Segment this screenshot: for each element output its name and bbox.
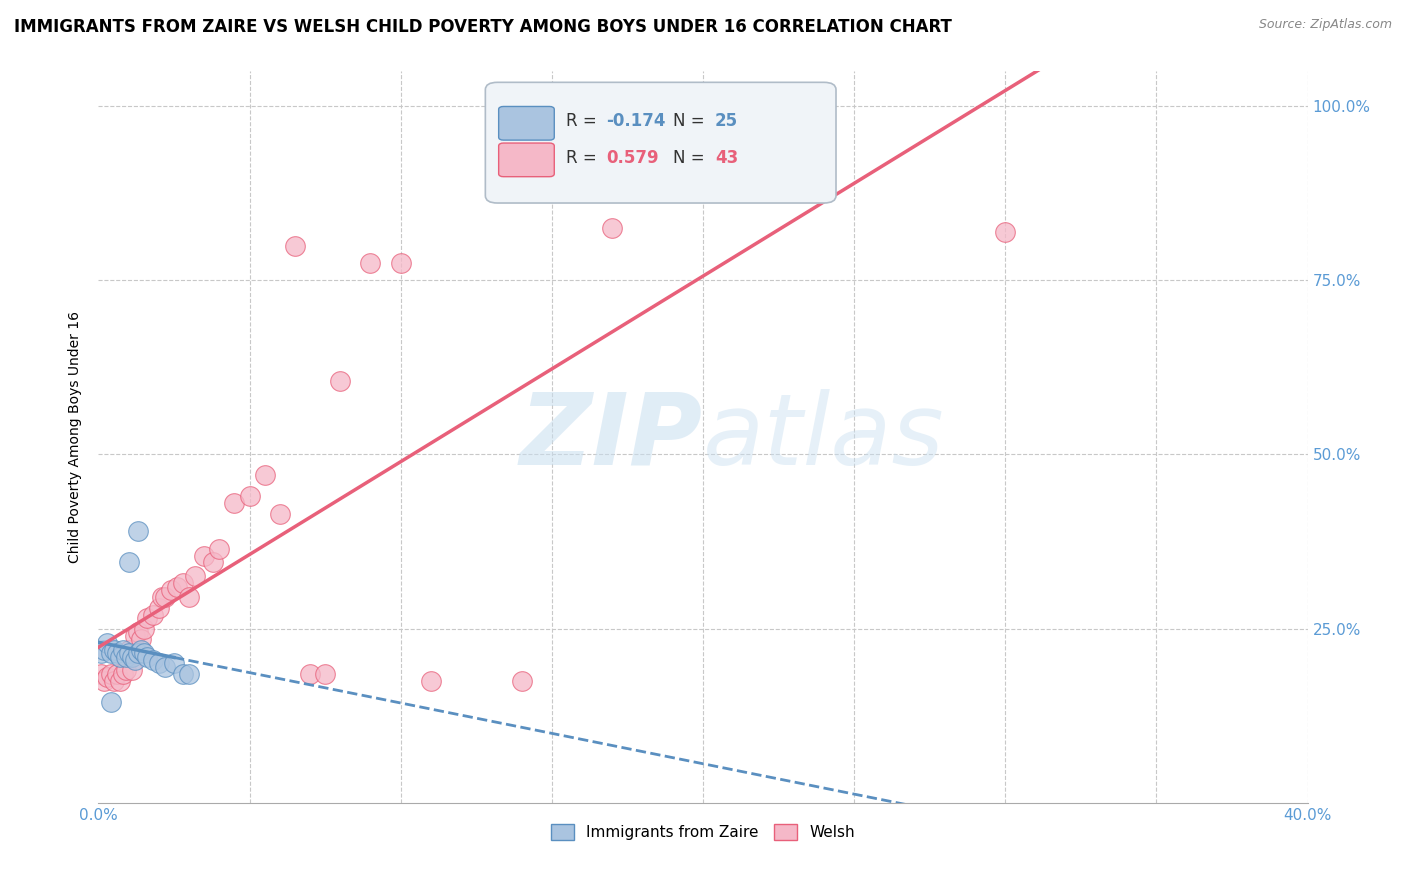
- Point: [153, 591, 176, 605]
- Text: 43: 43: [716, 149, 738, 167]
- Point: [202, 556, 225, 570]
- Point: [148, 600, 170, 615]
- Point: [166, 580, 188, 594]
- Point: [253, 468, 276, 483]
- Point: [179, 591, 201, 605]
- Point: [108, 673, 131, 688]
- Point: [135, 611, 157, 625]
- Point: [179, 667, 201, 681]
- Point: [224, 496, 246, 510]
- Point: [172, 576, 194, 591]
- Point: [129, 642, 152, 657]
- Point: [96, 670, 118, 684]
- Point: [118, 642, 141, 657]
- Point: [163, 657, 186, 671]
- Point: [510, 673, 533, 688]
- Point: [994, 225, 1017, 239]
- Point: [111, 642, 134, 657]
- Text: N =: N =: [673, 149, 710, 167]
- Point: [269, 507, 291, 521]
- Point: [118, 556, 141, 570]
- Point: [100, 695, 122, 709]
- Point: [114, 664, 136, 678]
- Point: [96, 635, 118, 649]
- Point: [150, 591, 173, 605]
- Point: [329, 375, 352, 389]
- Point: [127, 646, 149, 660]
- Point: [111, 667, 134, 681]
- Point: [420, 673, 443, 688]
- Point: [127, 524, 149, 538]
- FancyBboxPatch shape: [499, 143, 554, 177]
- FancyBboxPatch shape: [499, 106, 554, 140]
- Text: R =: R =: [567, 149, 602, 167]
- Legend: Immigrants from Zaire, Welsh: Immigrants from Zaire, Welsh: [546, 818, 860, 847]
- Point: [90, 646, 112, 660]
- Text: IMMIGRANTS FROM ZAIRE VS WELSH CHILD POVERTY AMONG BOYS UNDER 16 CORRELATION CHA: IMMIGRANTS FROM ZAIRE VS WELSH CHILD POV…: [14, 18, 952, 36]
- Point: [114, 649, 136, 664]
- Point: [661, 95, 683, 110]
- Point: [129, 632, 152, 646]
- Point: [360, 256, 382, 270]
- Point: [153, 660, 176, 674]
- Point: [124, 629, 146, 643]
- Text: Source: ZipAtlas.com: Source: ZipAtlas.com: [1258, 18, 1392, 31]
- FancyBboxPatch shape: [485, 82, 837, 203]
- Point: [193, 549, 215, 563]
- Point: [108, 649, 131, 664]
- Point: [90, 667, 112, 681]
- Point: [314, 667, 336, 681]
- Point: [132, 622, 155, 636]
- Text: ZIP: ZIP: [520, 389, 703, 485]
- Point: [121, 664, 143, 678]
- Point: [121, 649, 143, 664]
- Point: [284, 238, 307, 252]
- Text: atlas: atlas: [703, 389, 945, 485]
- Point: [93, 673, 115, 688]
- Point: [142, 653, 165, 667]
- Point: [132, 646, 155, 660]
- Point: [602, 221, 624, 235]
- Text: -0.174: -0.174: [606, 112, 666, 130]
- Point: [184, 569, 207, 583]
- Point: [299, 667, 322, 681]
- Text: N =: N =: [673, 112, 710, 130]
- Point: [103, 673, 125, 688]
- Point: [100, 646, 122, 660]
- Point: [103, 642, 125, 657]
- Point: [239, 489, 262, 503]
- Point: [105, 667, 128, 681]
- Text: R =: R =: [567, 112, 602, 130]
- Point: [93, 642, 115, 657]
- Point: [135, 649, 157, 664]
- Y-axis label: Child Poverty Among Boys Under 16: Child Poverty Among Boys Under 16: [69, 311, 83, 563]
- Point: [127, 625, 149, 640]
- Point: [160, 583, 183, 598]
- Point: [389, 256, 412, 270]
- Point: [148, 657, 170, 671]
- Point: [142, 607, 165, 622]
- Text: 25: 25: [716, 112, 738, 130]
- Point: [118, 646, 141, 660]
- Point: [100, 667, 122, 681]
- Point: [105, 646, 128, 660]
- Point: [124, 653, 146, 667]
- Point: [172, 667, 194, 681]
- Point: [208, 541, 231, 556]
- Text: 0.579: 0.579: [606, 149, 659, 167]
